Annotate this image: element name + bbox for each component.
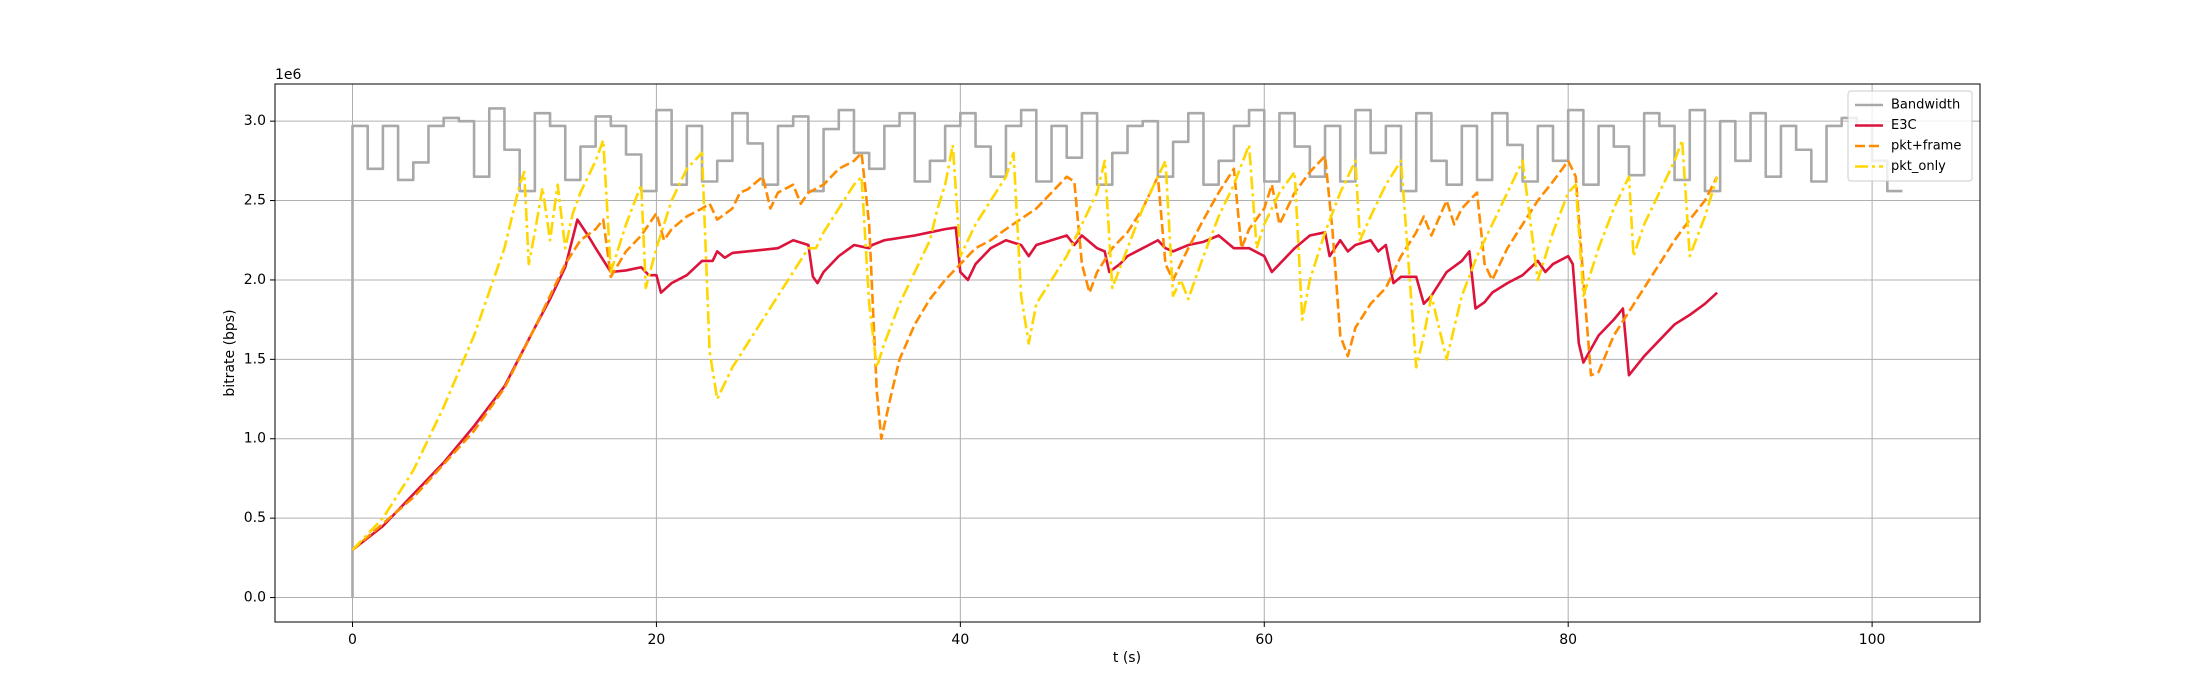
y-tick-label: 2.0 xyxy=(244,272,266,288)
legend-label: E3C xyxy=(1891,118,1917,133)
y-tick-label: 2.5 xyxy=(244,193,266,209)
y-tick-label: 1.5 xyxy=(244,351,266,367)
plot-area xyxy=(275,84,1980,622)
x-tick-label: 20 xyxy=(648,632,666,648)
y-offset-text: 1e6 xyxy=(275,67,302,83)
y-tick-label: 0.5 xyxy=(244,510,266,526)
x-axis-label: t (s) xyxy=(1113,650,1141,666)
legend-box xyxy=(1847,90,1973,182)
legend: Bandwidth E3C pkt+frame pkt_only xyxy=(1847,90,1973,182)
series-line xyxy=(351,107,1903,598)
x-tick-label: 0 xyxy=(348,632,357,648)
y-tick-label: 0.0 xyxy=(244,590,266,606)
series-line xyxy=(351,138,1719,551)
x-tick-label: 60 xyxy=(1255,632,1273,648)
legend-label: Bandwidth xyxy=(1891,98,1960,113)
legend-label: pkt+frame xyxy=(1891,139,1961,154)
x-tick-label: 100 xyxy=(1859,632,1886,648)
series-line xyxy=(351,218,1718,551)
y-tick-label: 3.0 xyxy=(244,113,266,129)
x-tick-label: 40 xyxy=(951,632,969,648)
axes-frame xyxy=(274,83,1981,623)
x-tick-label: 80 xyxy=(1559,632,1577,648)
legend-label: pkt_only xyxy=(1891,159,1946,174)
series-line xyxy=(351,151,1719,551)
y-axis-label: bitrate (bps) xyxy=(222,309,238,396)
y-tick-label: 1.0 xyxy=(244,431,266,447)
